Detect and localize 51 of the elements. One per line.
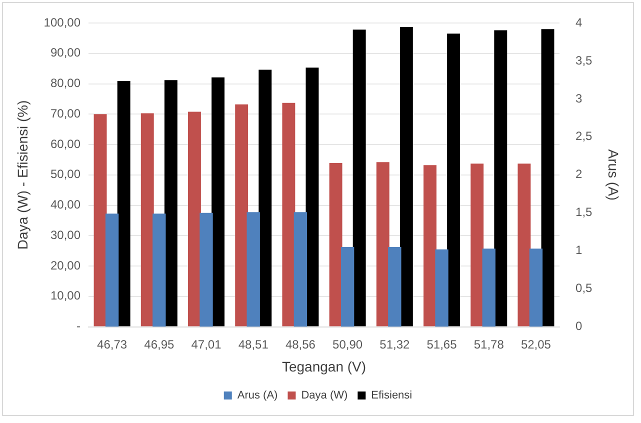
- x-tick-label: 46,95: [144, 337, 174, 352]
- x-axis-title: Tegangan (V): [282, 358, 366, 374]
- y-tick-label: 60,00: [50, 136, 81, 151]
- bar: [164, 80, 178, 326]
- x-tick-label: 47,01: [191, 337, 222, 352]
- y-tick-label: 90,00: [50, 46, 81, 60]
- y-tick-label: 10,00: [50, 288, 81, 303]
- y-tick-label: 30,00: [50, 228, 81, 242]
- y2-tick-label: 3,5: [576, 53, 593, 68]
- y-tick-label: 50,00: [50, 167, 81, 182]
- y2-tick-label: 2: [576, 167, 583, 182]
- x-tick-label: 51,32: [380, 337, 410, 352]
- y2-tick-label: 0,5: [576, 281, 593, 296]
- x-tick-label: 52,05: [520, 337, 552, 352]
- bar: [212, 77, 225, 326]
- y-tick-label: 100,00: [44, 15, 81, 30]
- legend-label: Arus (A): [237, 390, 278, 402]
- y-tick-label: 80,00: [50, 76, 81, 90]
- bar: [258, 70, 272, 326]
- x-tick-label: 51,78: [474, 337, 504, 352]
- bar: [329, 163, 342, 326]
- y2-tick-label: 4: [576, 15, 583, 30]
- y-tick-label: -: [76, 319, 81, 334]
- y2-tick-label: 2,5: [576, 129, 593, 144]
- y2-axis-title: Arus (A): [606, 149, 622, 201]
- bar: [447, 34, 460, 326]
- bar: [470, 164, 484, 326]
- y2-tick-label: 1: [576, 243, 583, 258]
- x-tick-label: 48,51: [238, 337, 269, 352]
- y-tick-label: 40,00: [50, 198, 81, 212]
- bar: [541, 29, 554, 326]
- x-tick-label: 51,65: [426, 337, 458, 352]
- y2-tick-label: 0: [576, 319, 583, 334]
- bar: [352, 30, 366, 326]
- legend-label: Daya (W): [301, 390, 348, 402]
- bar: [306, 68, 319, 326]
- bar: [518, 164, 531, 326]
- y2-tick-label: 3: [576, 91, 583, 106]
- x-tick-label: 46,73: [97, 337, 128, 352]
- x-tick-label: 50,90: [332, 337, 363, 352]
- bar: [494, 30, 508, 326]
- y2-tick-label: 1,5: [576, 205, 593, 220]
- bar: [400, 26, 413, 326]
- bar: [424, 165, 436, 326]
- y-tick-label: 20,00: [50, 258, 81, 272]
- bar: [117, 81, 130, 326]
- y-tick-label: 70,00: [50, 106, 81, 120]
- x-tick-label: 48,56: [285, 337, 316, 352]
- y-axis-title: Daya (W) - Efisiensi (%): [14, 100, 30, 250]
- bar: [376, 162, 390, 326]
- legend-label: Efisiensi: [371, 390, 412, 402]
